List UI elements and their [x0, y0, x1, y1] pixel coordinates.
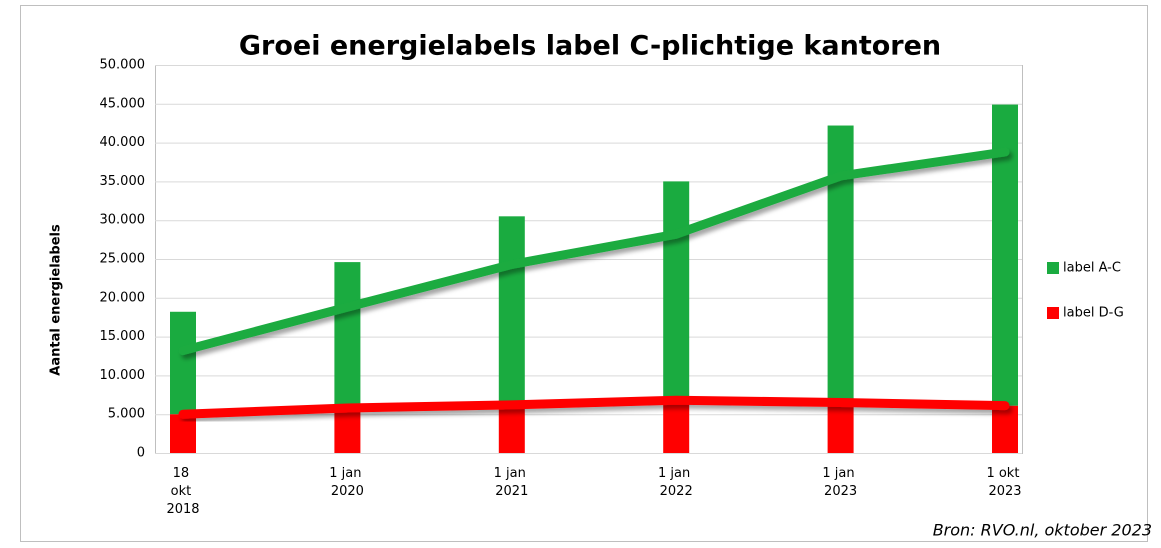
- bar-segment: [663, 400, 690, 453]
- series-line: [178, 395, 1010, 419]
- bar-segment: [170, 414, 196, 453]
- x-tick-label: 18 okt 2018: [166, 466, 199, 517]
- x-tick-label: 1 jan 2022: [658, 466, 694, 499]
- x-tick-label: 1 okt 2023: [986, 466, 1023, 499]
- y-tick-label: 20.000: [100, 290, 146, 305]
- bar-segment: [498, 404, 525, 453]
- bar-segment: [827, 402, 854, 453]
- bar-segment: [827, 125, 854, 403]
- legend-label: label D-G: [1063, 306, 1124, 321]
- legend-swatch: [1047, 262, 1059, 274]
- y-tick-label: 40.000: [100, 135, 146, 150]
- y-tick-label: 0: [137, 446, 145, 461]
- bar-segment: [334, 262, 361, 408]
- y-axis-label: Aantal energielabels: [49, 224, 64, 376]
- y-tick-label: 35.000: [100, 174, 146, 189]
- series-line: [178, 147, 1010, 356]
- bar-segment: [170, 311, 196, 415]
- bar-segment: [663, 181, 690, 401]
- chart-title: Groei energielabels label C-plichtige ka…: [239, 31, 941, 62]
- x-tick-label: 1 jan 2023: [822, 466, 858, 499]
- legend-swatch: [1047, 307, 1059, 319]
- chart-frame: [20, 5, 1148, 542]
- bar-segment: [992, 405, 1018, 453]
- y-tick-label: 50.000: [100, 58, 146, 73]
- legend-label: label A-C: [1063, 261, 1121, 276]
- y-tick-label: 10.000: [100, 368, 146, 383]
- bar-segment: [334, 407, 361, 453]
- source: Bron: RVO.nl, oktober 2023: [933, 521, 1152, 540]
- y-tick-label: 15.000: [100, 329, 146, 344]
- bar-segment: [498, 216, 525, 405]
- y-tick-label: 45.000: [100, 96, 146, 111]
- y-tick-label: 30.000: [100, 213, 146, 228]
- y-tick-label: 5.000: [108, 407, 145, 422]
- x-tick-label: 1 jan 2020: [329, 466, 365, 499]
- x-tick-label: 1 jan 2021: [494, 466, 530, 499]
- y-tick-label: 25.000: [100, 252, 146, 267]
